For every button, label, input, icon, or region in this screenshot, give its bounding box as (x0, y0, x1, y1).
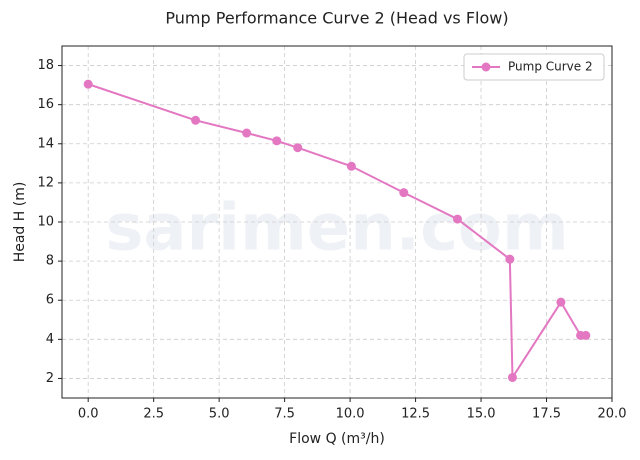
point (272, 136, 282, 146)
point (505, 254, 515, 264)
point (242, 128, 252, 138)
y-tick-label: 8 (46, 254, 54, 269)
y-tick-label: 18 (37, 58, 54, 73)
y-tick-label: 12 (37, 175, 54, 190)
legend-box (463, 53, 605, 81)
point (293, 143, 303, 153)
y-tick-label: 16 (37, 97, 54, 112)
x-tick-label: 5.0 (209, 407, 230, 422)
point (83, 79, 93, 89)
y-axis-label: Head H (m) (12, 182, 28, 263)
x-tick-label: 0.0 (78, 407, 99, 422)
x-tick-label: 17.5 (532, 407, 561, 422)
legend-label: Pump Curve 2 (508, 60, 593, 74)
y-tick-label: 2 (46, 371, 54, 386)
point (452, 214, 462, 224)
x-tick-label: 20.0 (598, 407, 627, 422)
chart-title: Pump Performance Curve 2 (Head vs Flow) (165, 9, 508, 28)
x-tick-label: 12.5 (401, 407, 430, 422)
point (556, 297, 566, 307)
y-tick-label: 10 (37, 215, 54, 230)
legend-marker (481, 62, 491, 72)
x-tick-label: 2.5 (143, 407, 164, 422)
point (346, 161, 356, 171)
point (191, 115, 201, 125)
plot-frame (61, 45, 613, 399)
y-tick-label: 14 (37, 136, 54, 151)
x-axis-label: Flow Q (m³/h) (289, 431, 385, 447)
point (399, 188, 409, 198)
point (581, 330, 591, 340)
legend: Pump Curve 2 (463, 53, 605, 81)
x-tick-label: 15.0 (467, 407, 496, 422)
y-tick-label: 4 (46, 332, 54, 347)
watermark: sarimen.com (105, 192, 568, 266)
x-tick-label: 7.5 (274, 407, 295, 422)
x-tick-label: 10.0 (336, 407, 365, 422)
point (507, 372, 517, 382)
y-tick-label: 6 (46, 293, 54, 308)
